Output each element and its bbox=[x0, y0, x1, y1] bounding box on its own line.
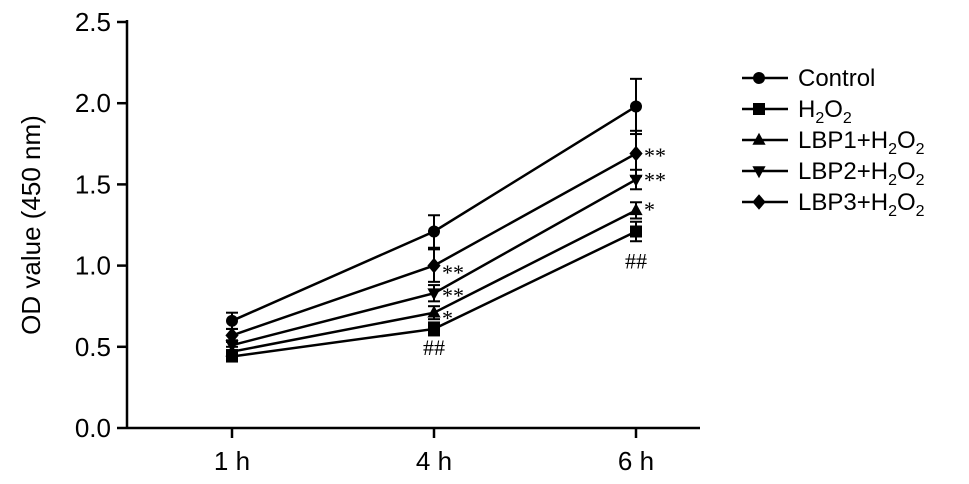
significance-annotation: ** bbox=[644, 168, 666, 193]
series-Control bbox=[226, 77, 642, 330]
significance-annotation: * bbox=[442, 306, 453, 331]
significance-annotation: ** bbox=[442, 283, 464, 308]
data-point bbox=[629, 203, 643, 216]
y-tick-label: 2.0 bbox=[75, 88, 111, 118]
legend-marker bbox=[752, 132, 766, 145]
significance-annotation: ## bbox=[423, 335, 445, 360]
legend-item: LBP2+H2O2 bbox=[742, 158, 925, 189]
legend-item: Control bbox=[742, 65, 875, 92]
y-tick-label: 1.5 bbox=[75, 169, 111, 199]
significance-annotation: ** bbox=[442, 260, 464, 285]
data-point bbox=[225, 327, 239, 344]
annotations-group: ####********** bbox=[423, 143, 666, 360]
y-tick-label: 2.5 bbox=[75, 7, 111, 37]
data-point bbox=[428, 322, 440, 335]
legend-label: LBP3+H2O2 bbox=[798, 189, 925, 220]
data-point bbox=[428, 225, 440, 238]
legend-item: H2O2 bbox=[742, 96, 852, 127]
legend-label: LBP1+H2O2 bbox=[798, 127, 925, 158]
y-tick-label: 0.5 bbox=[75, 332, 111, 362]
legend-item: LBP1+H2O2 bbox=[742, 127, 925, 158]
data-point bbox=[629, 174, 643, 187]
data-point bbox=[629, 145, 643, 162]
data-point bbox=[226, 314, 238, 327]
legend-marker bbox=[753, 72, 765, 84]
legend-label: H2O2 bbox=[798, 96, 852, 127]
series-group bbox=[225, 77, 643, 363]
series-LBP3+H2O2 bbox=[225, 129, 643, 344]
legend-label: Control bbox=[798, 65, 875, 92]
legend-item: LBP3+H2O2 bbox=[742, 189, 925, 220]
data-point bbox=[225, 340, 239, 353]
legend-marker bbox=[753, 103, 765, 115]
data-point bbox=[630, 225, 642, 238]
y-tick-label: 1.0 bbox=[75, 251, 111, 281]
data-point bbox=[427, 257, 441, 274]
significance-annotation: * bbox=[644, 197, 655, 222]
x-tick-label: 1 h bbox=[214, 446, 250, 476]
legend-label: LBP2+H2O2 bbox=[798, 158, 925, 189]
y-tick-label: 0.0 bbox=[75, 413, 111, 443]
data-point bbox=[427, 288, 441, 301]
legend-marker bbox=[752, 194, 766, 210]
significance-annotation: ** bbox=[644, 143, 666, 168]
x-tick-label: 4 h bbox=[416, 446, 452, 476]
x-tick-label: 6 h bbox=[618, 446, 654, 476]
data-point bbox=[427, 305, 441, 318]
axes: 0.0 0.5 1.0 1.5 2.0 2.5 1 h 4 h 6 h OD value (450… bbox=[16, 7, 700, 476]
series-LBP2+H2O2 bbox=[225, 168, 643, 353]
legend-marker bbox=[752, 166, 766, 179]
y-axis-label: OD value (450 nm) bbox=[16, 115, 46, 335]
significance-annotation: ## bbox=[625, 249, 647, 274]
data-point bbox=[630, 100, 642, 113]
